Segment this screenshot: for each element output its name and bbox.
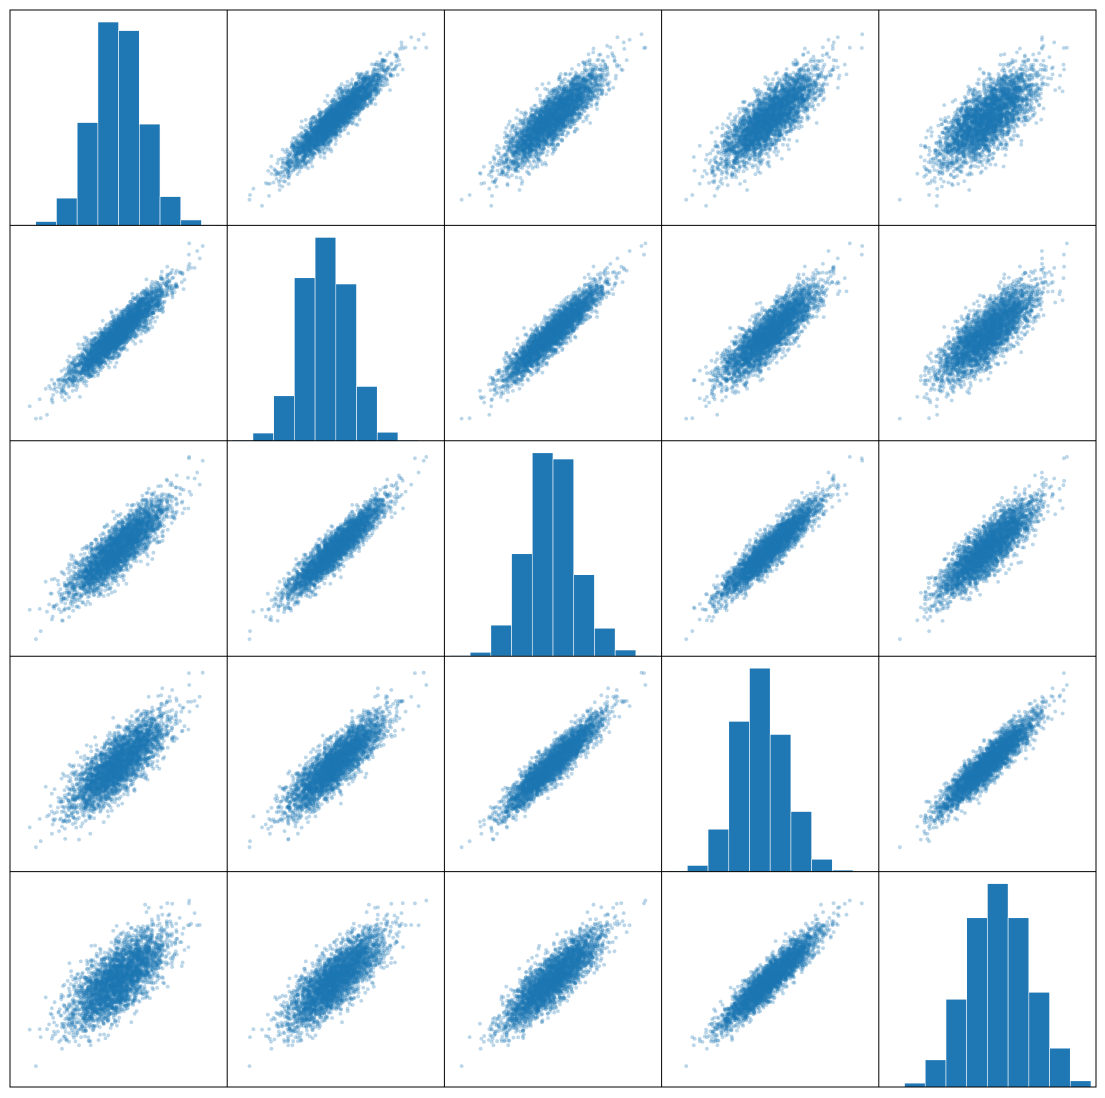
scatter-point xyxy=(272,181,276,185)
histogram-bar xyxy=(119,31,140,226)
scatter-point xyxy=(270,172,274,176)
scatter-point xyxy=(393,68,397,72)
histogram-bar xyxy=(160,197,181,226)
scatter-point xyxy=(270,154,274,158)
scatter-point xyxy=(304,118,308,122)
histogram-bar xyxy=(36,222,57,226)
scatter-point xyxy=(281,185,285,189)
scatter-point xyxy=(275,177,279,181)
scatter-point xyxy=(252,187,256,191)
scatter-point xyxy=(334,142,338,146)
scatter-point xyxy=(424,46,428,50)
scatter-point xyxy=(396,73,400,77)
scatter-point xyxy=(333,94,337,98)
scatter-point xyxy=(373,97,377,101)
scatter-point xyxy=(278,188,282,192)
scatter-point xyxy=(389,63,393,67)
scatter-point xyxy=(381,60,385,64)
scatter-point xyxy=(299,125,303,129)
scatter-point xyxy=(279,175,283,179)
scatter-point xyxy=(338,134,342,138)
scatter-point xyxy=(326,94,330,98)
scatter-point xyxy=(287,182,291,186)
histogram-bar xyxy=(98,22,119,225)
scatter-point xyxy=(346,132,350,136)
scatter-point xyxy=(267,194,271,198)
scatter-point xyxy=(323,156,327,160)
scatter-point xyxy=(384,59,388,63)
scatter-point xyxy=(304,165,308,169)
scatter-point xyxy=(358,118,362,122)
histogram-bar xyxy=(77,123,98,226)
scatter-point xyxy=(374,102,378,106)
scatter-point xyxy=(276,161,280,165)
histogram-bar xyxy=(181,220,202,225)
scatter-point xyxy=(417,38,421,42)
histogram-bar xyxy=(56,198,77,225)
scatter-point xyxy=(422,32,426,36)
scatter-point xyxy=(283,180,287,184)
scatter-point xyxy=(248,193,252,197)
histogram-bar xyxy=(139,124,160,225)
scatter-point xyxy=(319,155,323,159)
scatter-point xyxy=(389,68,393,72)
scatter-point xyxy=(401,68,405,72)
scatter-point xyxy=(346,80,350,84)
scatter-point xyxy=(388,88,392,92)
scatter-point xyxy=(413,46,417,50)
scatter-point xyxy=(400,41,404,45)
scatter-point xyxy=(260,204,264,208)
scatter-point xyxy=(350,78,354,82)
